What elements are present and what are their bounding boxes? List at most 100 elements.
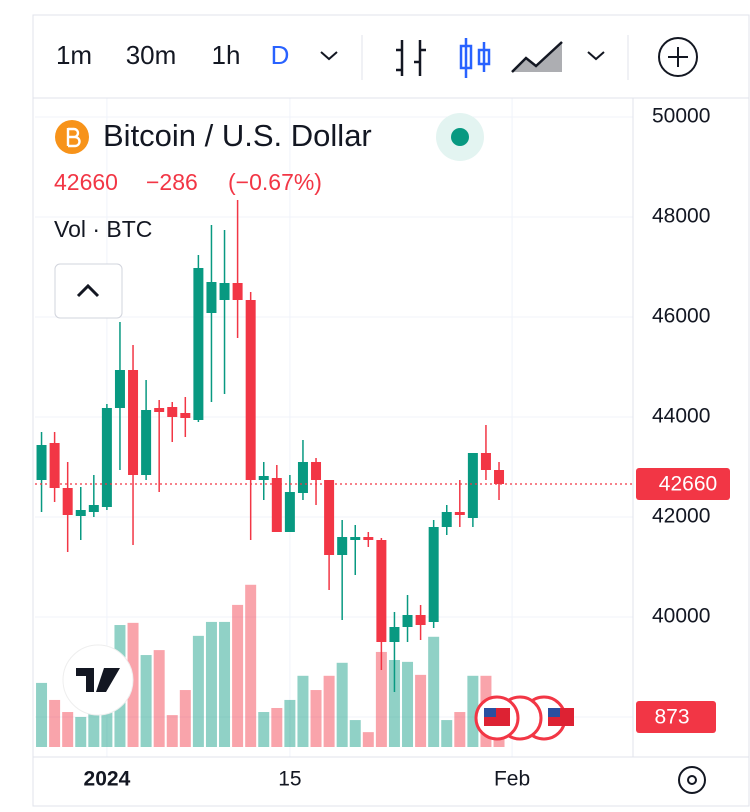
collapse-icon bbox=[76, 283, 100, 298]
settings-button[interactable] bbox=[678, 766, 706, 794]
legend-change-percent: (−0.67%) bbox=[228, 169, 322, 195]
volume-bar bbox=[140, 655, 152, 747]
volume-legend: Vol · BTC bbox=[54, 216, 152, 242]
volume-bar bbox=[36, 682, 48, 747]
logo-mark bbox=[76, 668, 120, 692]
candle-body bbox=[206, 282, 217, 313]
last-price-label: 42660 bbox=[659, 473, 717, 496]
candle-body bbox=[402, 615, 413, 627]
candle-body bbox=[180, 413, 191, 418]
candle-body bbox=[141, 410, 152, 475]
candle-body bbox=[324, 480, 335, 555]
volume-bar bbox=[219, 621, 231, 747]
volume-bar bbox=[415, 674, 427, 747]
candle-body bbox=[350, 537, 361, 540]
candle-body bbox=[219, 283, 230, 300]
x-tick-label: 15 bbox=[278, 768, 301, 791]
volume-bar bbox=[88, 712, 100, 747]
area-style-line bbox=[511, 41, 563, 73]
candle-body bbox=[101, 408, 112, 507]
y-tick-label: 46000 bbox=[652, 305, 710, 328]
volume-bar bbox=[153, 650, 165, 747]
settings-icon bbox=[687, 775, 697, 785]
candle-body bbox=[128, 370, 139, 475]
y-tick-label: 42000 bbox=[652, 505, 710, 528]
area-style-button[interactable] bbox=[512, 42, 562, 72]
volume-bar bbox=[49, 699, 61, 747]
volume-bar bbox=[388, 660, 400, 747]
interval-button[interactable]: 30m bbox=[126, 40, 177, 70]
bars-style-button[interactable] bbox=[396, 40, 426, 76]
candle-body bbox=[258, 476, 269, 480]
volume-bar bbox=[205, 621, 217, 747]
candle-body bbox=[467, 453, 478, 518]
candle-body bbox=[441, 512, 452, 527]
style-dropdown[interactable] bbox=[587, 51, 605, 61]
market-status-dot bbox=[451, 128, 469, 146]
symbol-title: Bitcoin / U.S. Dollar bbox=[103, 118, 372, 153]
collapse-legend-button[interactable] bbox=[54, 263, 123, 319]
event-flag-canton bbox=[484, 708, 496, 717]
symbol-icon-glyph bbox=[66, 127, 81, 148]
candle-body bbox=[245, 300, 256, 480]
volume-bar bbox=[62, 712, 74, 747]
volume-bar bbox=[75, 716, 87, 747]
volume-bar bbox=[245, 584, 257, 747]
events[interactable] bbox=[474, 695, 574, 741]
volume-bar bbox=[402, 661, 414, 747]
candle-body bbox=[232, 283, 243, 300]
last-volume-label: 873 bbox=[654, 706, 689, 729]
last-price-badge bbox=[636, 468, 730, 500]
volume-bar bbox=[284, 699, 296, 747]
volume-bar bbox=[467, 675, 479, 747]
interval-button[interactable]: 1h bbox=[212, 40, 241, 70]
candle-body bbox=[311, 462, 322, 480]
candle-body bbox=[297, 462, 308, 493]
y-tick-label: 40000 bbox=[652, 605, 710, 628]
candle-body bbox=[154, 408, 165, 412]
candle-body bbox=[75, 510, 86, 516]
candle-body bbox=[454, 512, 465, 515]
candle-body bbox=[36, 445, 47, 480]
candle-body bbox=[114, 370, 125, 408]
volume-bar bbox=[454, 712, 466, 747]
legend-change: −286 bbox=[146, 169, 198, 195]
candle-body bbox=[62, 488, 73, 515]
volume-bar bbox=[101, 687, 113, 747]
interval-button-active[interactable]: D bbox=[271, 40, 290, 70]
candle-body bbox=[376, 540, 387, 642]
add-button[interactable] bbox=[658, 37, 698, 77]
candle-body bbox=[494, 470, 505, 484]
interval-dropdown[interactable] bbox=[320, 51, 338, 61]
badges: 3800040000420004400046000480005000020241… bbox=[84, 105, 730, 791]
candle-body bbox=[284, 492, 295, 532]
volume-bar bbox=[166, 715, 178, 747]
logo[interactable] bbox=[62, 644, 134, 716]
volume-bar bbox=[258, 712, 270, 747]
volume-bar bbox=[271, 707, 283, 747]
interval-button[interactable]: 1m bbox=[56, 40, 92, 70]
candle-body bbox=[415, 615, 426, 625]
y-tick-label: 48000 bbox=[652, 205, 710, 228]
volume-bar bbox=[349, 720, 361, 747]
legend-price: 42660 bbox=[54, 169, 118, 195]
candle-body bbox=[167, 407, 178, 417]
candle-body bbox=[480, 453, 491, 470]
volume-bar bbox=[375, 651, 387, 747]
candle-body bbox=[271, 478, 282, 532]
volume-bar bbox=[428, 636, 440, 747]
volume-bar bbox=[362, 732, 374, 747]
add-icon bbox=[668, 47, 688, 67]
candle-body bbox=[49, 443, 60, 488]
volume-bar bbox=[310, 690, 322, 747]
event-flag-canton bbox=[548, 708, 560, 717]
volume-bar bbox=[179, 690, 191, 747]
candle-body bbox=[363, 537, 374, 540]
candle-body bbox=[389, 627, 400, 642]
x-tick-label: 2024 bbox=[84, 768, 131, 791]
volume-bar bbox=[192, 635, 204, 747]
candles-style-button[interactable] bbox=[459, 38, 491, 78]
frame bbox=[32, 14, 750, 807]
volume-bar bbox=[323, 675, 335, 747]
